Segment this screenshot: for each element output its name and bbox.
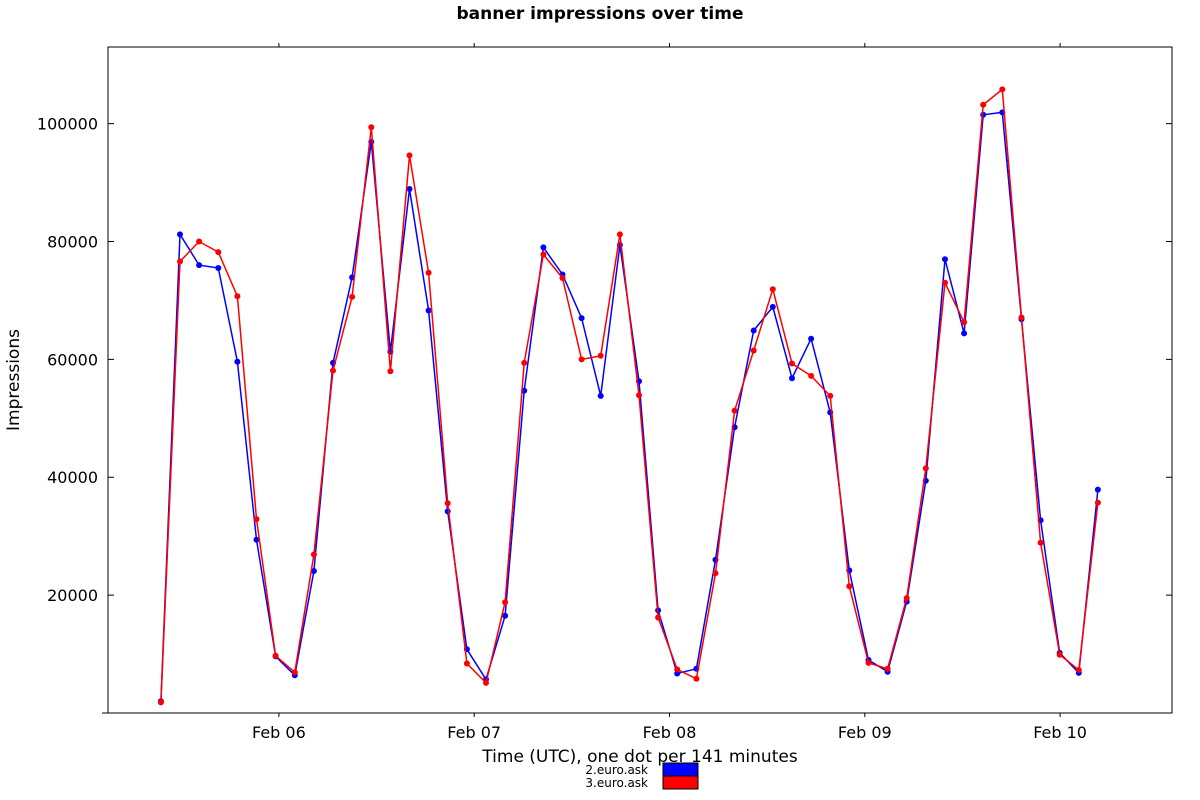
data-point (349, 293, 356, 300)
data-point (425, 269, 432, 276)
data-point (215, 249, 222, 256)
data-point (1037, 539, 1044, 546)
x-tick-label: Feb 08 (643, 723, 697, 742)
data-point (1094, 499, 1101, 506)
data-point (712, 570, 719, 577)
data-point (310, 551, 317, 558)
data-point (272, 652, 279, 659)
data-point (1075, 667, 1082, 673)
data-point (808, 372, 815, 379)
chart-title: banner impressions over time (457, 4, 744, 24)
data-point (980, 101, 987, 108)
data-point (597, 352, 604, 359)
data-point (616, 231, 623, 238)
data-point (789, 360, 795, 367)
data-point (559, 275, 566, 281)
data-point (922, 465, 929, 472)
x-tick-label: Feb 07 (447, 723, 501, 742)
data-point (253, 536, 260, 543)
data-point (808, 335, 815, 342)
series-2-euro-ask (157, 109, 1101, 705)
y-tick-label: 20000 (47, 586, 98, 605)
data-point (406, 186, 413, 192)
y-tick-label: 80000 (47, 232, 98, 251)
data-point (827, 392, 834, 399)
data-point (177, 258, 183, 265)
series-layer (157, 86, 1101, 706)
legend-swatch (662, 762, 699, 777)
data-point (578, 356, 585, 363)
data-point (961, 319, 968, 326)
x-tick-label: Feb 09 (838, 723, 892, 742)
y-tick-label: 100000 (37, 115, 98, 134)
data-point (884, 665, 891, 672)
y-axis-label: Impressions (4, 329, 24, 431)
y-tick-label: 40000 (47, 468, 98, 487)
data-point (942, 256, 948, 263)
data-point (234, 293, 241, 300)
data-point (846, 583, 853, 590)
legend-swatch (662, 775, 699, 790)
data-point (310, 568, 317, 574)
legend-label: 3.euro.ask (585, 776, 648, 790)
data-point (253, 516, 260, 523)
data-point (789, 375, 795, 382)
data-point (865, 659, 872, 666)
data-point (196, 262, 203, 269)
data-point (387, 368, 394, 375)
series-line (160, 87, 1099, 703)
series-3-euro-ask (157, 86, 1101, 706)
data-point (540, 244, 547, 251)
data-point (444, 500, 451, 507)
data-point (942, 279, 948, 286)
data-point (636, 392, 642, 399)
data-point (578, 315, 585, 322)
data-point (903, 595, 910, 602)
data-point (1056, 651, 1063, 658)
x-tick-label: Feb 10 (1033, 723, 1087, 742)
data-point (540, 251, 547, 258)
data-point (731, 407, 738, 414)
data-point (655, 614, 662, 621)
data-point (597, 392, 604, 399)
data-point (463, 660, 470, 667)
data-point (425, 307, 432, 314)
x-tick-label: Feb 06 (252, 723, 306, 742)
y-tick-label: 60000 (47, 350, 98, 369)
data-point (769, 303, 776, 310)
data-point (196, 238, 203, 245)
data-point (999, 86, 1006, 93)
data-point (1094, 486, 1101, 493)
data-point (521, 359, 528, 366)
data-point (291, 669, 298, 676)
data-point (750, 327, 757, 334)
data-point (769, 286, 776, 293)
data-point (215, 265, 222, 271)
data-point (674, 666, 681, 673)
data-point (406, 152, 413, 159)
data-point (502, 612, 509, 619)
y-axis: 20000 40000 60000 80000 100000 (37, 115, 1172, 714)
data-point (961, 330, 968, 337)
data-point (750, 347, 757, 354)
data-point (502, 599, 509, 606)
x-axis-label: Time (UTC), one dot per 141 minutes (481, 747, 798, 767)
data-point (330, 367, 336, 374)
series-line (160, 111, 1099, 702)
data-point (483, 679, 489, 686)
data-point (157, 699, 164, 706)
x-axis: Feb 06 Feb 07 Feb 08 Feb 09 Feb 10 (252, 43, 1087, 742)
data-point (177, 231, 183, 238)
plot-area (107, 46, 1173, 714)
data-point (234, 358, 241, 365)
data-point (1018, 314, 1025, 321)
data-point (674, 670, 681, 677)
data-point (368, 124, 375, 131)
legend-label: 2.euro.ask (585, 763, 648, 777)
data-point (693, 675, 700, 682)
